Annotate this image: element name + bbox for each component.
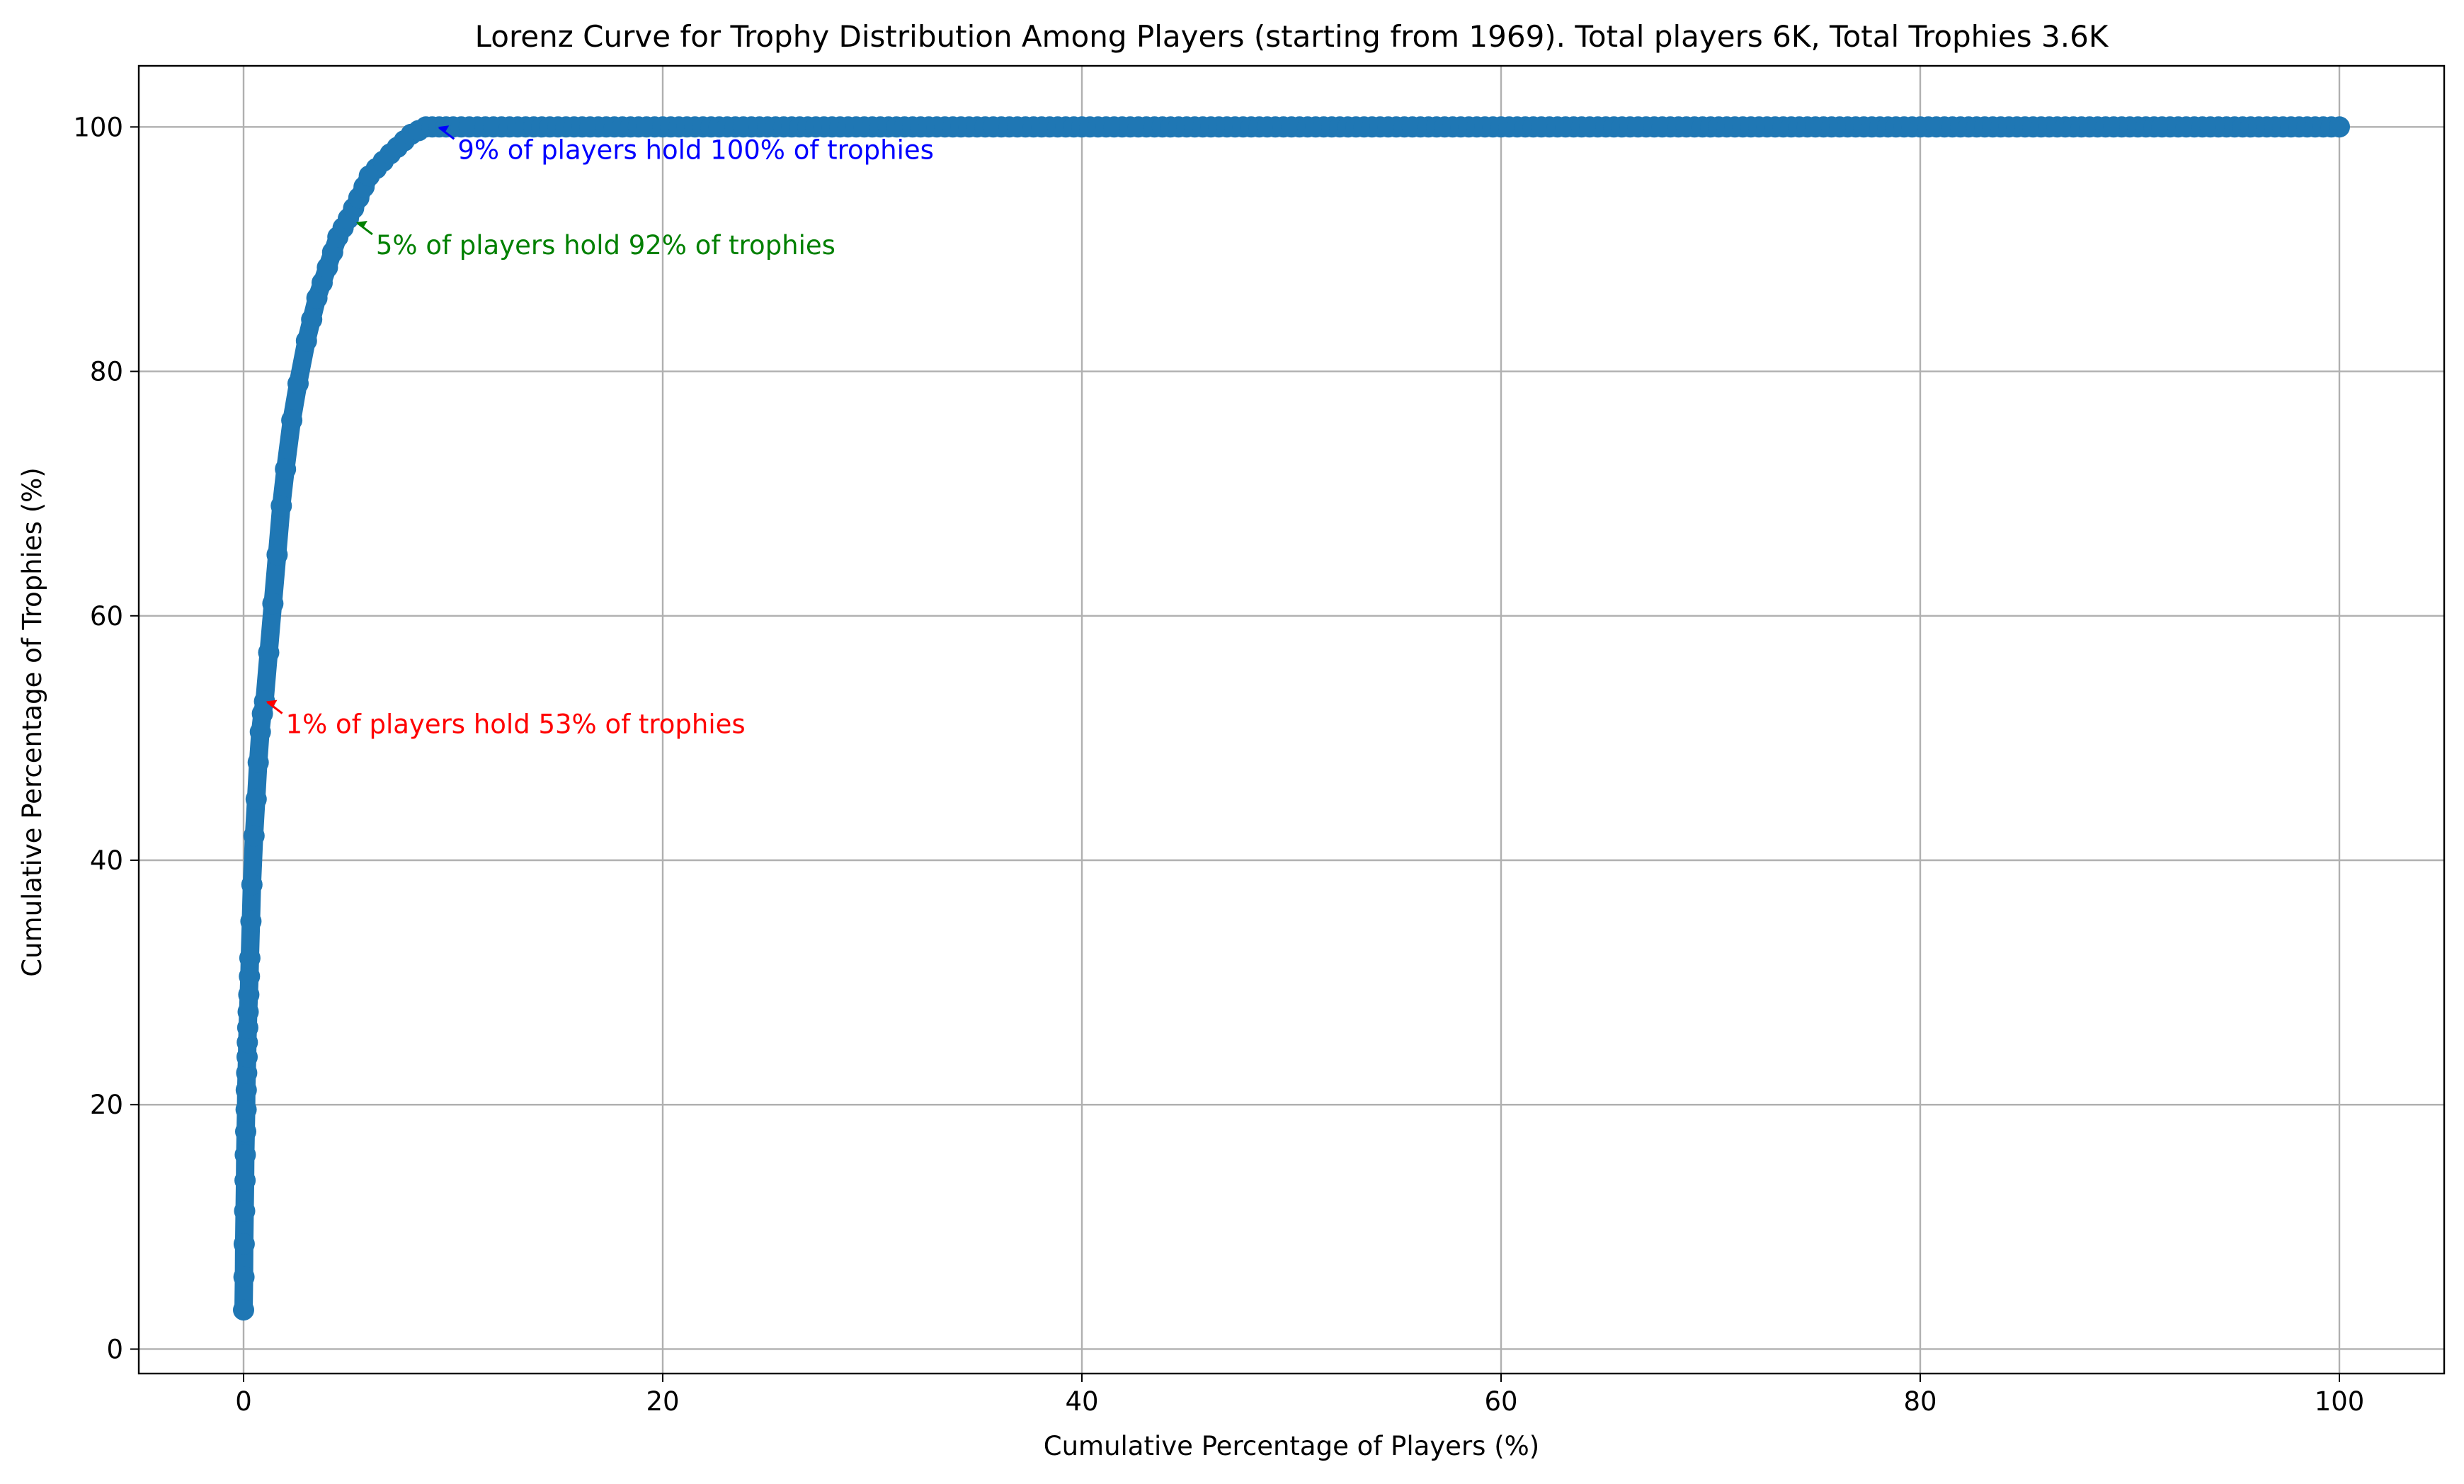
data-point [238, 983, 260, 1005]
x-axis-label: Cumulative Percentage of Players (%) [1044, 1431, 1539, 1461]
data-point [270, 495, 292, 517]
data-point [249, 721, 271, 743]
data-point [253, 690, 275, 712]
annotations-layer: 1% of players hold 53% of trophies 5% of … [266, 125, 934, 740]
axis-ticks: 0 20 40 60 80 100 0 20 40 60 80 100 [73, 112, 2364, 1417]
data-point [240, 911, 262, 932]
data-point [234, 1170, 256, 1192]
data-point [234, 1144, 256, 1165]
data-point [275, 458, 297, 480]
x-tick-label: 0 [235, 1386, 252, 1417]
y-tick-label: 40 [90, 845, 123, 876]
y-tick-label: 100 [73, 112, 123, 142]
data-point [281, 409, 303, 431]
annotation-arrowhead [355, 220, 367, 228]
data-point [239, 947, 261, 969]
data-point [236, 1062, 258, 1084]
data-point [239, 966, 261, 987]
annotation-text: 5% of players hold 92% of trophies [376, 230, 835, 261]
x-tick-label: 80 [1903, 1386, 1937, 1417]
data-point [234, 1200, 256, 1222]
data-point [247, 751, 269, 773]
plot-frame [137, 64, 2446, 1375]
data-point [287, 372, 309, 394]
data-point [236, 1046, 258, 1068]
data-point [2329, 116, 2350, 138]
data-point [295, 330, 317, 352]
data-point [235, 1099, 257, 1121]
data-point [233, 1266, 255, 1288]
y-tick-label: 60 [90, 601, 123, 632]
series-layer [233, 116, 2350, 1321]
data-point [301, 309, 323, 331]
data-point [266, 544, 288, 566]
data-point [235, 1121, 256, 1143]
annotation-text: 1% of players hold 53% of trophies [286, 709, 746, 740]
data-point [243, 825, 265, 847]
data-point [233, 1233, 255, 1255]
annotation-arrowhead [266, 700, 278, 707]
y-tick-label: 0 [106, 1334, 123, 1364]
data-point [258, 641, 280, 663]
data-point [236, 1017, 258, 1039]
data-point [245, 788, 267, 810]
x-tick-label: 20 [646, 1386, 679, 1417]
data-point [235, 1079, 257, 1101]
data-point [233, 1299, 254, 1321]
y-tick-label: 20 [90, 1090, 123, 1120]
chart-title: Lorenz Curve for Trophy Distribution Amo… [475, 19, 2109, 54]
annotation-arrowhead [438, 125, 450, 133]
x-tick-label: 60 [1484, 1386, 1517, 1417]
y-axis-label: Cumulative Percentage of Trophies (%) [17, 467, 47, 977]
annotation-text: 9% of players hold 100% of trophies [457, 135, 934, 165]
data-point [237, 1001, 259, 1023]
y-tick-label: 80 [90, 357, 123, 387]
data-point [262, 593, 284, 615]
x-tick-label: 100 [2315, 1386, 2365, 1417]
x-tick-label: 40 [1065, 1386, 1098, 1417]
data-point [241, 874, 263, 896]
